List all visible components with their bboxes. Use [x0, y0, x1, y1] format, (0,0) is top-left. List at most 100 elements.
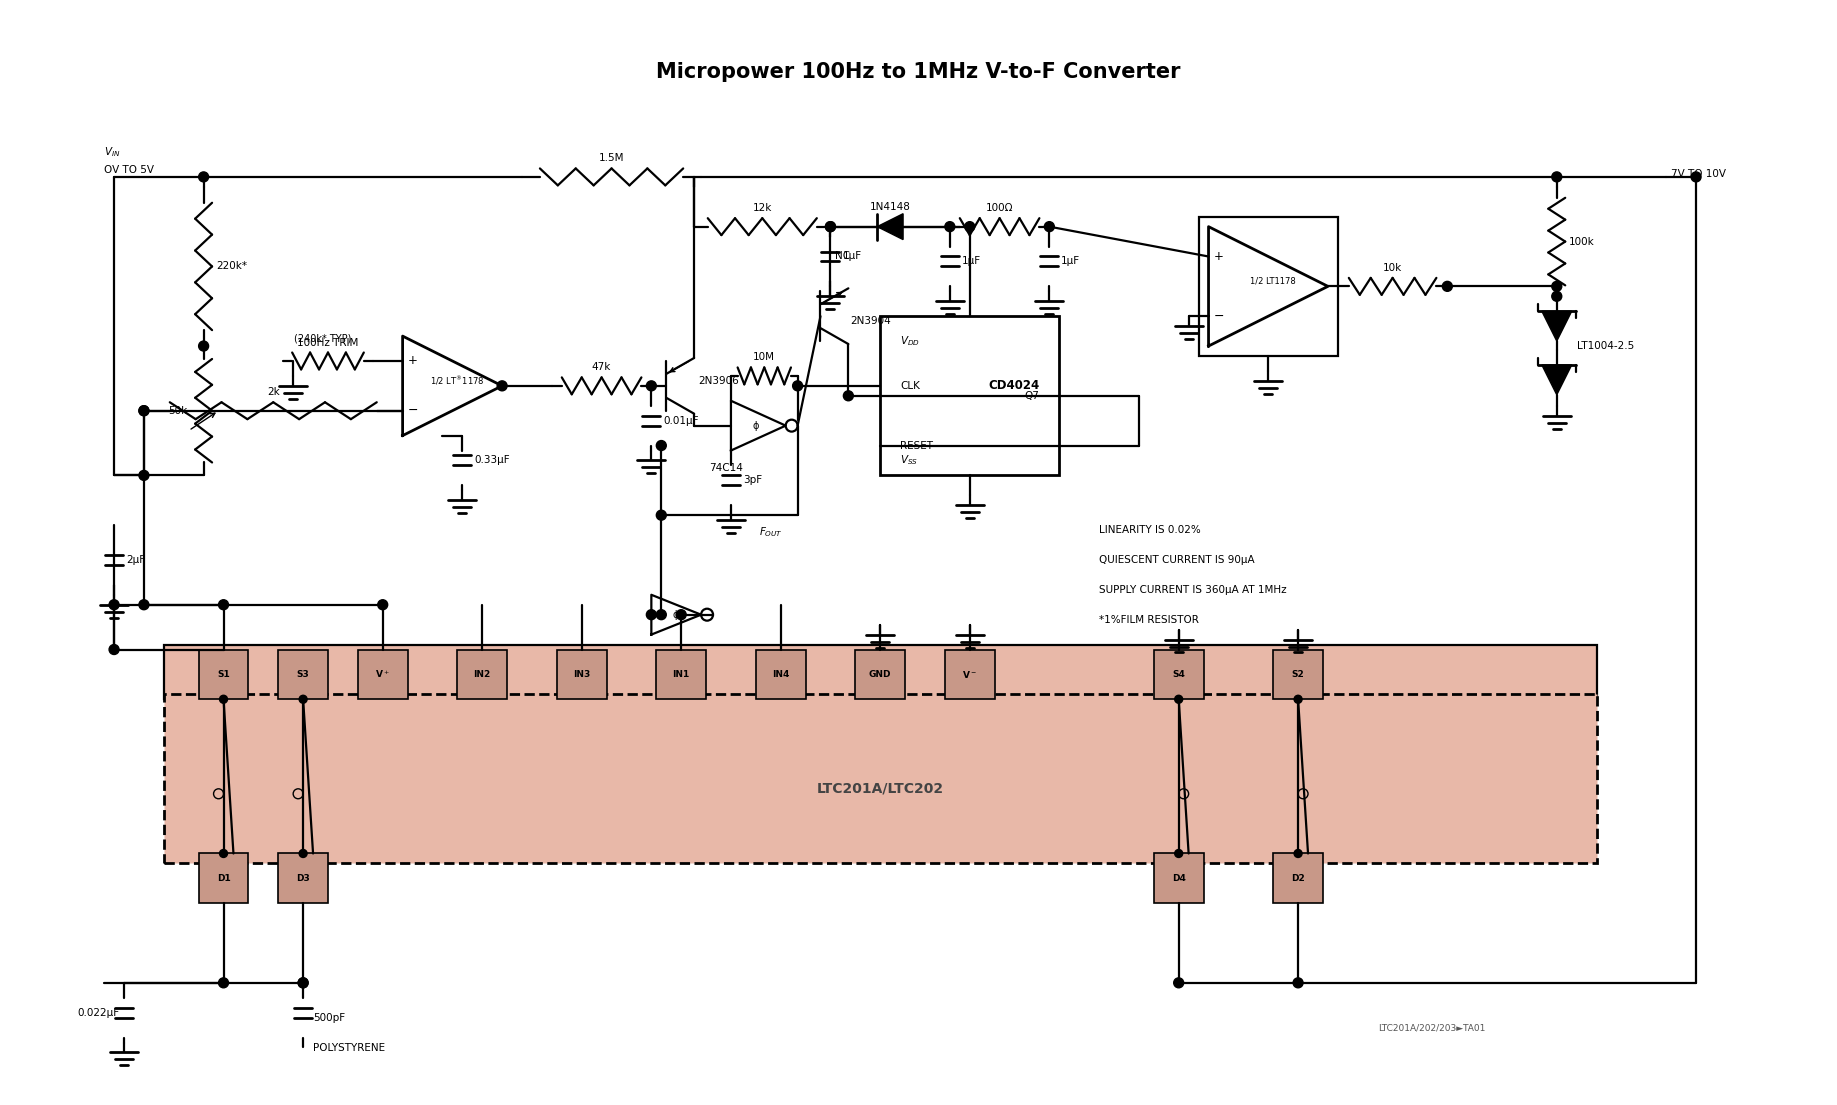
Text: 3pF: 3pF [742, 475, 762, 485]
Circle shape [220, 695, 228, 703]
Text: 1μF: 1μF [1062, 256, 1080, 266]
Bar [198, 853, 248, 903]
Text: V$^-$: V$^-$ [963, 669, 977, 680]
Text: 1/2 LT1178: 1/2 LT1178 [1251, 277, 1297, 286]
Bar [277, 650, 329, 699]
Circle shape [676, 610, 687, 620]
Text: 0.01μF: 0.01μF [663, 415, 698, 425]
Text: CD4024: CD4024 [988, 379, 1040, 392]
Circle shape [140, 471, 149, 481]
Text: D3: D3 [296, 874, 310, 883]
Text: 1μF: 1μF [843, 252, 862, 262]
Circle shape [656, 610, 667, 620]
Bar [277, 853, 329, 903]
Text: QUIESCENT CURRENT IS 90μA: QUIESCENT CURRENT IS 90μA [1099, 555, 1255, 565]
Text: (240k* TYP): (240k* TYP) [294, 333, 351, 343]
Text: −: − [408, 404, 417, 418]
Text: 500pF: 500pF [312, 1012, 345, 1022]
Circle shape [1045, 222, 1054, 232]
Text: 0.33μF: 0.33μF [474, 455, 511, 465]
Circle shape [647, 610, 656, 620]
Text: LT1004-2.5: LT1004-2.5 [1576, 341, 1633, 351]
Text: NC: NC [836, 252, 851, 262]
Circle shape [140, 600, 149, 610]
Circle shape [219, 978, 228, 988]
Bar [557, 650, 606, 699]
Text: $V_{DD}$: $V_{DD}$ [900, 334, 920, 348]
Polygon shape [1541, 312, 1572, 341]
Circle shape [198, 341, 209, 351]
Bar [1273, 853, 1323, 903]
Text: 2N3904: 2N3904 [851, 316, 891, 326]
Text: ϕ: ϕ [672, 610, 680, 620]
Bar [856, 650, 906, 699]
Circle shape [1552, 282, 1561, 292]
Bar [944, 650, 994, 699]
Text: IN1: IN1 [672, 670, 691, 678]
Circle shape [298, 978, 309, 988]
Bar [1198, 217, 1337, 356]
Circle shape [843, 391, 854, 401]
Bar [755, 650, 806, 699]
Text: S3: S3 [298, 670, 309, 678]
Text: 100k: 100k [1569, 236, 1595, 246]
Text: 74C14: 74C14 [709, 463, 742, 473]
Bar [1154, 650, 1203, 699]
Text: LTC201A/202/203►TA01: LTC201A/202/203►TA01 [1378, 1023, 1484, 1032]
Text: V$^+$: V$^+$ [375, 669, 389, 681]
Text: $V_{SS}$: $V_{SS}$ [900, 453, 918, 467]
Text: GND: GND [869, 670, 891, 678]
Circle shape [964, 222, 975, 232]
Text: 100Hz TRIM: 100Hz TRIM [298, 337, 358, 348]
Text: LTC201A/LTC202: LTC201A/LTC202 [817, 782, 944, 796]
Circle shape [792, 381, 803, 391]
Text: ϕ: ϕ [753, 421, 759, 431]
Text: D2: D2 [1291, 874, 1304, 883]
Text: +: + [408, 355, 417, 368]
Circle shape [825, 222, 836, 232]
Circle shape [219, 600, 228, 610]
Circle shape [1174, 695, 1183, 703]
Text: RESET: RESET [900, 441, 933, 451]
Bar [880, 316, 1060, 475]
Bar [163, 644, 1596, 699]
Text: 10M: 10M [753, 352, 775, 362]
Text: 1N4148: 1N4148 [869, 202, 911, 212]
Text: POLYSTYRENE: POLYSTYRENE [312, 1042, 386, 1053]
Circle shape [220, 850, 228, 857]
Text: SUPPLY CURRENT IS 360μA AT 1MHz: SUPPLY CURRENT IS 360μA AT 1MHz [1099, 585, 1286, 594]
Text: 0.022μF: 0.022μF [77, 1008, 119, 1018]
Text: 2k: 2k [266, 387, 279, 398]
Text: Micropower 100Hz to 1MHz V-to-F Converter: Micropower 100Hz to 1MHz V-to-F Converte… [656, 62, 1181, 83]
Text: 1μF: 1μF [963, 256, 981, 266]
Circle shape [1293, 978, 1302, 988]
Text: 47k: 47k [592, 362, 612, 372]
Circle shape [299, 850, 307, 857]
Text: S2: S2 [1291, 670, 1304, 678]
Circle shape [108, 600, 119, 610]
Text: +: + [1214, 250, 1223, 263]
Text: CLK: CLK [900, 381, 920, 391]
Circle shape [198, 172, 209, 182]
Text: S1: S1 [217, 670, 230, 678]
Bar [163, 694, 1596, 863]
Bar [198, 650, 248, 699]
Text: *1%FILM RESISTOR: *1%FILM RESISTOR [1099, 614, 1200, 624]
Circle shape [298, 978, 309, 988]
Text: $F_{OUT}$: $F_{OUT}$ [759, 525, 783, 539]
Text: 100Ω: 100Ω [986, 203, 1014, 213]
Text: Q7: Q7 [1025, 391, 1040, 401]
Circle shape [140, 406, 149, 415]
Text: −: − [1212, 309, 1223, 323]
Circle shape [1552, 172, 1561, 182]
Circle shape [1293, 850, 1302, 857]
Circle shape [140, 406, 149, 415]
Text: D4: D4 [1172, 874, 1185, 883]
Circle shape [1442, 282, 1453, 292]
Text: 7V TO 10V: 7V TO 10V [1672, 169, 1727, 179]
Circle shape [825, 222, 836, 232]
Circle shape [108, 644, 119, 654]
Circle shape [1293, 695, 1302, 703]
Text: 2N3906: 2N3906 [698, 376, 738, 386]
Text: $V_{IN}$: $V_{IN}$ [105, 145, 121, 159]
